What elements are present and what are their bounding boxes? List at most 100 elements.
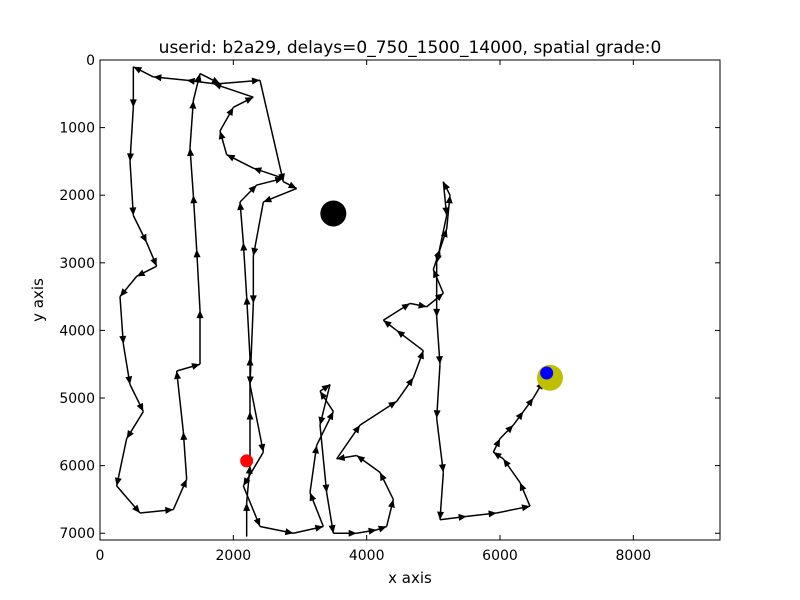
- trajectory-segment: [245, 296, 251, 358]
- trajectory-arrowhead: [253, 167, 263, 175]
- trajectory-segment: [249, 303, 255, 385]
- trajectory-arrowhead: [129, 99, 137, 108]
- trajectory-arrowhead: [525, 398, 534, 407]
- trajectory-arrowhead: [519, 482, 527, 492]
- y-tick-label: 4000: [59, 323, 95, 339]
- start-marker: [240, 454, 254, 468]
- trajectory-arrowhead: [243, 477, 251, 486]
- trajectory-arrowhead: [383, 320, 392, 328]
- trajectory-arrowhead: [218, 130, 226, 140]
- trajectory-arrowhead: [442, 207, 450, 216]
- chart-title: userid: b2a29, delays=0_750_1500_14000, …: [159, 38, 662, 58]
- trajectory-arrowhead: [356, 455, 366, 464]
- trajectory-arrowhead: [368, 527, 377, 535]
- trajectory-arrowhead: [336, 454, 346, 461]
- trajectory-arrowhead: [249, 295, 257, 304]
- trajectory-arrowhead: [174, 370, 182, 380]
- trajectory-arrowhead: [445, 195, 453, 204]
- trajectory-arrowhead: [320, 391, 328, 400]
- trajectory-arrowhead: [133, 66, 143, 74]
- trajectory-segment: [195, 249, 201, 311]
- trajectory-segment: [129, 161, 135, 216]
- trajectory-arrowhead: [388, 499, 395, 509]
- trajectory-arrowhead: [328, 524, 336, 534]
- trajectory-arrowhead: [493, 438, 500, 448]
- markers-group: [240, 200, 563, 468]
- x-tick-label: 0: [96, 548, 105, 564]
- trajectory-arrowhead: [244, 97, 254, 104]
- trajectory-segment: [319, 424, 328, 493]
- trajectory-arrowhead: [253, 517, 261, 527]
- trajectory-arrowhead: [322, 484, 330, 493]
- trajectory-arrowhead: [246, 357, 254, 366]
- trajectory-arrowhead: [246, 411, 254, 420]
- trajectory-arrowhead: [284, 528, 294, 536]
- y-ticks: 0 1000 2000 3000 4000 5000 6000 7000: [59, 53, 720, 542]
- trajectory-arrowhead: [251, 77, 260, 85]
- trajectory-arrowhead: [287, 181, 297, 189]
- trajectory-arrowhead: [348, 529, 357, 537]
- trajectory-arrowhead: [126, 153, 134, 162]
- trajectory-arrowhead: [521, 504, 530, 512]
- trajectory-arrowhead: [434, 254, 442, 263]
- y-tick-label: 5000: [59, 391, 95, 407]
- trajectory-arrowhead: [418, 301, 427, 309]
- y-axis-label: y axis: [29, 278, 47, 322]
- y-tick-label: 1000: [59, 121, 95, 137]
- y-tick-label: 0: [86, 53, 95, 69]
- trajectory-arrowhead: [377, 525, 387, 533]
- trajectory-arrowhead: [396, 330, 406, 339]
- trajectory-arrowhead: [226, 154, 236, 162]
- trajectory-arrowhead: [187, 147, 195, 157]
- trajectory-arrowhead: [191, 363, 200, 370]
- trajectory-arrowhead: [114, 477, 122, 486]
- trajectory-arrowhead: [405, 377, 414, 387]
- trajectory-segment: [242, 242, 248, 297]
- trajectory-arrowhead: [129, 207, 137, 216]
- trajectory-arrowhead: [136, 402, 144, 412]
- y-tick-label: 3000: [59, 256, 95, 272]
- x-tick-label: 2000: [216, 548, 252, 564]
- trajectory-arrowhead: [226, 107, 234, 117]
- trajectory-arrowhead: [326, 411, 334, 421]
- trajectory-arrowhead: [132, 504, 140, 513]
- trajectory-arrowhead: [194, 73, 202, 83]
- trajectory-arrowhead: [401, 303, 410, 311]
- trajectory-arrowhead: [189, 100, 197, 109]
- trajectory-arrowhead: [165, 506, 174, 514]
- trajectory-arrowhead: [211, 76, 220, 84]
- trajectory-arrowhead: [243, 296, 251, 305]
- trajectory-arrowhead: [380, 472, 387, 482]
- trajectory-arrowhead: [193, 249, 201, 258]
- x-tick-label: 6000: [482, 548, 518, 564]
- trajectory-segment: [435, 364, 441, 419]
- trajectory-arrowhead: [443, 181, 451, 191]
- trajectory-segment: [259, 80, 285, 182]
- trajectory-arrowhead: [120, 288, 128, 297]
- trajectory-arrowhead: [237, 201, 245, 211]
- trajectory-arrowhead: [126, 429, 134, 439]
- trajectory-arrowhead: [258, 443, 266, 453]
- trajectory-segment: [115, 438, 128, 487]
- trajectory-group: [114, 66, 544, 537]
- trajectory-arrowhead: [505, 425, 514, 434]
- trajectory-segment: [192, 195, 198, 250]
- trajectory-arrowhead: [503, 458, 511, 468]
- trajectory-arrowhead: [263, 195, 273, 203]
- plot-area: [100, 60, 720, 540]
- trajectory-segment: [252, 201, 265, 257]
- trajectory-arrowhead: [388, 401, 397, 409]
- trajectory-arrowhead: [190, 195, 198, 204]
- trajectory-arrowhead: [246, 376, 254, 385]
- trajectory-arrowhead: [417, 350, 424, 360]
- trajectory-arrowhead: [125, 376, 133, 385]
- landmark-marker: [320, 200, 347, 227]
- trajectory-arrowhead: [150, 257, 157, 267]
- trajectory-segment: [175, 370, 185, 432]
- trajectory-arrowhead: [251, 247, 259, 257]
- end-marker: [540, 366, 554, 380]
- trajectory-arrowhead: [186, 77, 196, 85]
- trajectory-arrowhead: [458, 513, 467, 521]
- trajectory-arrowhead: [435, 355, 443, 365]
